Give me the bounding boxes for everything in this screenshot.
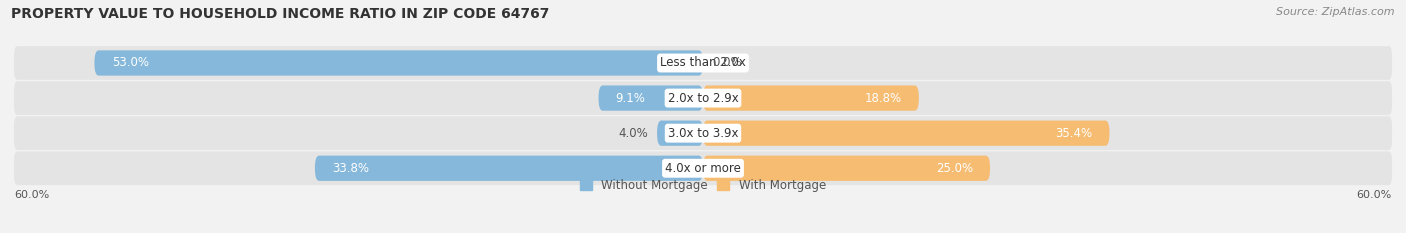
Text: 9.1%: 9.1%: [616, 92, 645, 105]
FancyBboxPatch shape: [315, 156, 703, 181]
Text: 4.0%: 4.0%: [619, 127, 648, 140]
FancyBboxPatch shape: [703, 86, 920, 111]
Text: Source: ZipAtlas.com: Source: ZipAtlas.com: [1277, 7, 1395, 17]
Text: 53.0%: 53.0%: [111, 56, 149, 69]
Text: 33.8%: 33.8%: [332, 162, 370, 175]
Text: 2.0x to 2.9x: 2.0x to 2.9x: [668, 92, 738, 105]
FancyBboxPatch shape: [703, 120, 1109, 146]
FancyBboxPatch shape: [599, 86, 703, 111]
Text: 3.0x to 3.9x: 3.0x to 3.9x: [668, 127, 738, 140]
Text: 25.0%: 25.0%: [936, 162, 973, 175]
FancyBboxPatch shape: [14, 116, 1392, 150]
FancyBboxPatch shape: [703, 156, 990, 181]
Text: 18.8%: 18.8%: [865, 92, 901, 105]
Text: 4.0x or more: 4.0x or more: [665, 162, 741, 175]
FancyBboxPatch shape: [657, 120, 703, 146]
Legend: Without Mortgage, With Mortgage: Without Mortgage, With Mortgage: [575, 175, 831, 197]
FancyBboxPatch shape: [14, 81, 1392, 115]
Text: 60.0%: 60.0%: [1357, 190, 1392, 200]
Text: Less than 2.0x: Less than 2.0x: [659, 56, 747, 69]
FancyBboxPatch shape: [94, 50, 703, 76]
Text: PROPERTY VALUE TO HOUSEHOLD INCOME RATIO IN ZIP CODE 64767: PROPERTY VALUE TO HOUSEHOLD INCOME RATIO…: [11, 7, 550, 21]
Text: 0.0%: 0.0%: [713, 56, 742, 69]
FancyBboxPatch shape: [14, 151, 1392, 185]
FancyBboxPatch shape: [14, 46, 1392, 80]
Text: 35.4%: 35.4%: [1054, 127, 1092, 140]
Text: 60.0%: 60.0%: [14, 190, 49, 200]
